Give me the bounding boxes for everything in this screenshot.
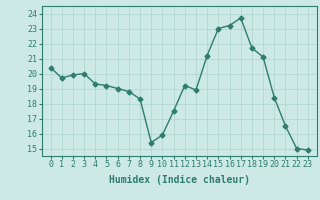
X-axis label: Humidex (Indice chaleur): Humidex (Indice chaleur) [109, 175, 250, 185]
